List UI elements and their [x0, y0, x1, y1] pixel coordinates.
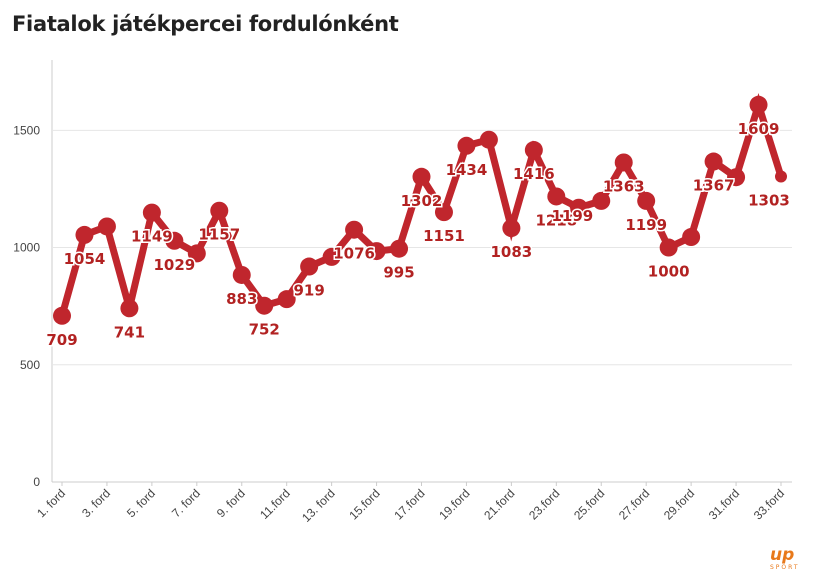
x-tick-label: 13. ford: [299, 486, 338, 525]
data-point: [142, 203, 161, 222]
data-point: [210, 201, 229, 220]
data-label: 919: [294, 282, 325, 300]
data-point: [502, 219, 521, 238]
data-label: 1199: [552, 207, 594, 225]
data-label: 995: [383, 264, 414, 282]
data-label: 1149: [131, 228, 173, 246]
data-point: [704, 152, 723, 171]
x-tick-label: 29.ford: [661, 486, 697, 522]
x-tick-label: 15.ford: [346, 486, 382, 522]
data-label: 1367: [693, 177, 735, 195]
data-label: 1054: [64, 250, 106, 268]
data-label: 1434: [446, 161, 488, 179]
data-point: [53, 306, 71, 325]
data-point: [547, 187, 566, 206]
data-point: [390, 239, 409, 258]
data-point: [345, 220, 364, 239]
x-tick-label: 7. ford: [169, 486, 203, 520]
data-point: [97, 217, 116, 236]
data-point: [682, 228, 701, 247]
y-axis-ticks: 0 500 1000 1500: [13, 123, 40, 489]
data-point: [637, 191, 656, 210]
data-point: [659, 238, 678, 257]
series-group: [53, 93, 787, 325]
x-tick-label: 23.ford: [526, 486, 562, 522]
logo-subtitle: SPORT: [770, 564, 800, 571]
data-point: [322, 247, 341, 266]
x-tick-label: 19.ford: [436, 486, 472, 522]
x-tick-label: 17.ford: [391, 486, 427, 522]
data-label: 1416: [513, 165, 555, 183]
y-tick-label: 0: [33, 475, 40, 489]
data-label: 752: [249, 321, 280, 339]
chart-title: Fiatalok játékpercei fordulónként: [12, 12, 399, 36]
data-label: 1151: [423, 227, 465, 245]
series-line: [58, 93, 785, 320]
x-tick-label: 27.ford: [616, 486, 652, 522]
logo-mark: up: [770, 545, 795, 565]
data-label: 1157: [198, 226, 240, 244]
data-point: [412, 167, 431, 186]
x-tick-label: 5. ford: [124, 486, 158, 520]
data-label: 1000: [648, 263, 690, 281]
x-tick-label: 31.ford: [706, 486, 742, 522]
x-tick-label: 9. ford: [214, 486, 248, 520]
x-tick-label: 1. ford: [34, 486, 68, 520]
x-axis-ticks: 1. ford 3. ford 5. ford 7. ford 9. ford 11.fo…: [34, 482, 787, 525]
data-point: [727, 168, 746, 187]
data-point: [300, 257, 319, 276]
data-label: 883: [226, 290, 257, 308]
y-tick-label: 1500: [13, 123, 40, 137]
data-label: 1609: [738, 120, 780, 138]
data-label: 1029: [153, 256, 195, 274]
data-point: [569, 198, 588, 217]
data-point: [277, 290, 296, 309]
data-label: 1363: [603, 177, 645, 195]
x-tick-label: 3. ford: [79, 486, 113, 520]
data-label: 741: [114, 323, 145, 341]
y-tick-label: 1000: [13, 241, 40, 255]
data-point: [775, 170, 787, 183]
data-label: 1302: [401, 192, 443, 210]
data-point: [120, 299, 139, 318]
x-tick-label: 11.ford: [257, 486, 293, 522]
data-point: [367, 242, 386, 261]
data-point: [75, 225, 94, 244]
data-point: [614, 153, 633, 172]
x-tick-label: 33.ford: [751, 486, 787, 522]
x-tick-label: 25.ford: [571, 486, 607, 522]
x-tick-label: 21.ford: [481, 486, 517, 522]
data-label: 1076: [333, 245, 375, 263]
data-point: [232, 265, 251, 284]
data-label: 1218: [535, 211, 577, 229]
data-point: [434, 203, 453, 222]
data-point: [187, 244, 206, 263]
data-label: 1199: [625, 216, 667, 234]
data-label: 1083: [491, 243, 533, 261]
data-point: [592, 191, 611, 210]
data-point: [524, 141, 543, 160]
data-point: [479, 130, 498, 149]
data-point: [749, 95, 768, 114]
data-point: [165, 231, 184, 250]
data-point: [255, 296, 274, 315]
data-label: 709: [46, 331, 77, 349]
data-point: [457, 136, 476, 155]
y-tick-label: 500: [20, 358, 40, 372]
data-label: 1303: [748, 192, 790, 210]
brand-logo: up SPORT: [770, 546, 804, 576]
